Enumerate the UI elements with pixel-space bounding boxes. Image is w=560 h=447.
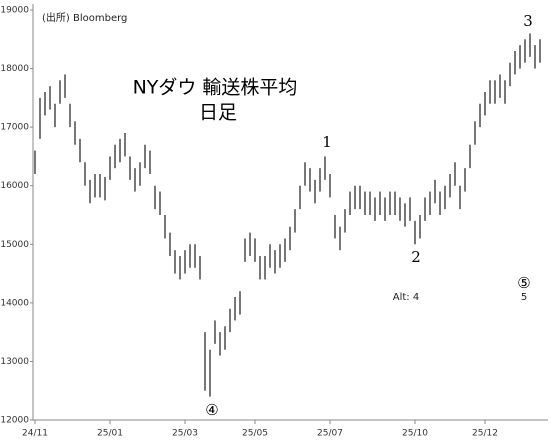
y-tick-label: 13000 (0, 357, 29, 367)
chart-subtitle: 日足 (199, 102, 237, 124)
alt-label: Alt: 4 (393, 292, 419, 303)
y-tick-label: 16000 (0, 181, 29, 191)
y-tick-label: 17000 (0, 123, 29, 133)
x-tick-label: 24/11 (22, 429, 48, 439)
y-tick-label: 15000 (0, 240, 29, 250)
wave-label: 5 (521, 292, 527, 303)
wave-label: 3 (523, 12, 533, 30)
wave-label: 2 (411, 248, 421, 266)
x-tick-label: 25/05 (242, 429, 268, 439)
source: (出所) Bloomberg (42, 11, 127, 24)
y-tick-label: 19000 (0, 6, 29, 16)
wave-label: ⑤ (517, 274, 530, 292)
y-tick-label: 18000 (0, 64, 29, 74)
x-tick-label: 25/03 (172, 429, 198, 439)
chart-title: NYダウ 輸送株平均 (133, 77, 298, 99)
wave-label: 1 (322, 133, 332, 151)
x-tick-label: 25/07 (317, 429, 343, 439)
x-tick-label: 25/12 (472, 429, 498, 439)
x-tick-label: 25/10 (402, 429, 428, 439)
y-tick-label: 14000 (0, 298, 29, 308)
y-tick-label: 12000 (0, 416, 29, 426)
wave-label: ④ (205, 401, 218, 419)
x-tick-label: 25/01 (97, 429, 123, 439)
